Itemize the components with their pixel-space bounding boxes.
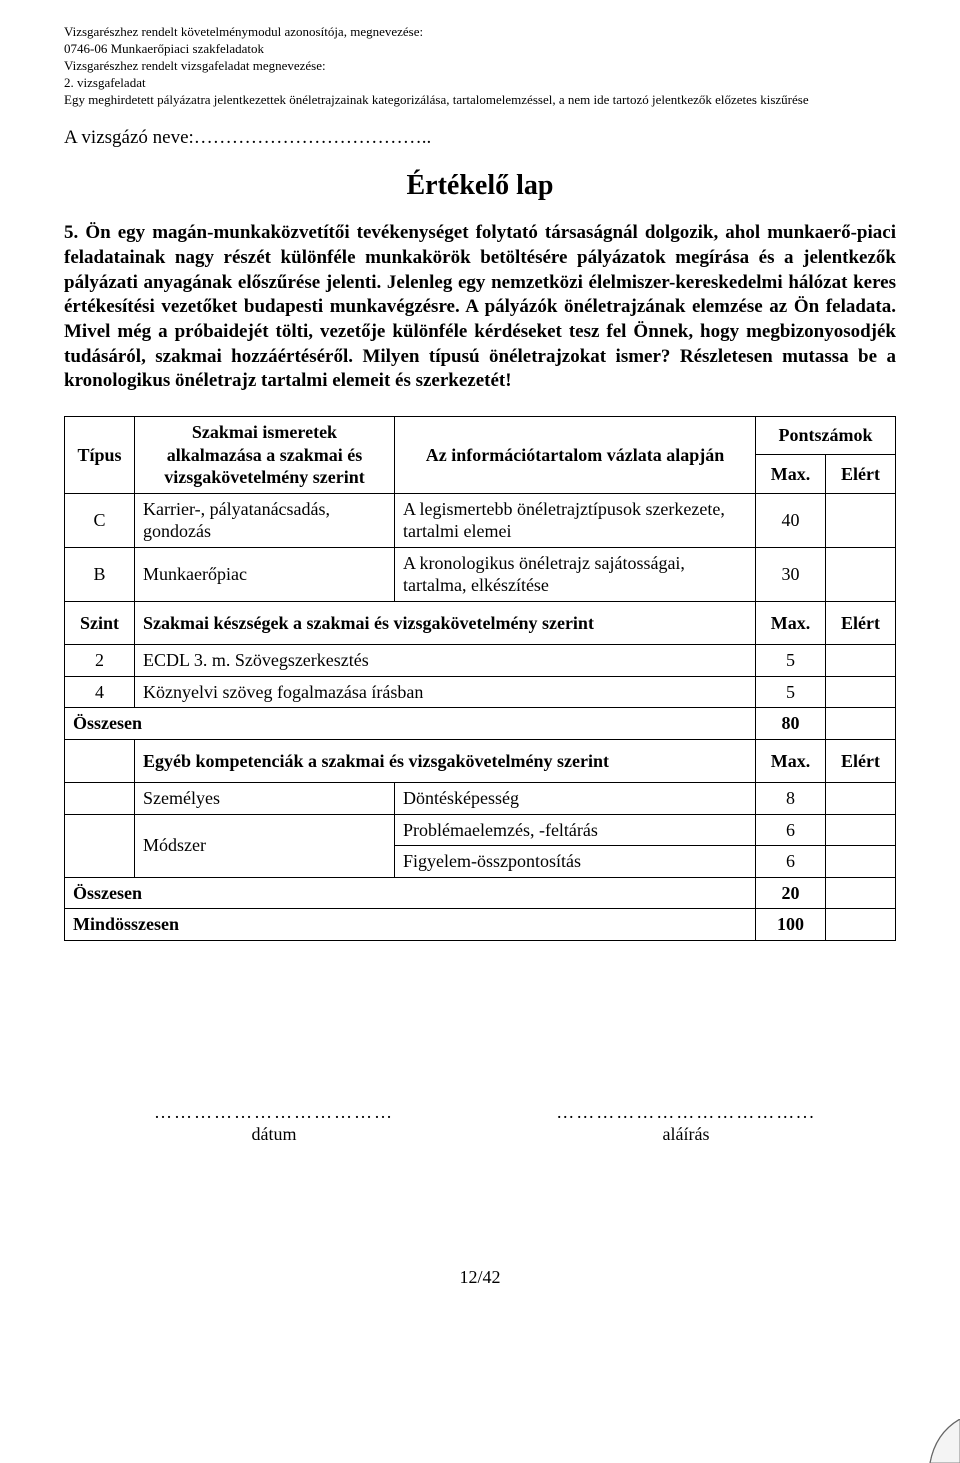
cell-max: 40 [756,493,826,547]
cell-competence: Figyelem-összpontosítás [395,846,756,878]
cell-knowledge: Munkaerőpiac [135,547,395,601]
header-line: Vizsgarészhez rendelt követelménymodul a… [64,24,896,41]
cell-skill: Köznyelvi szöveg fogalmazása írásban [135,676,756,708]
cell-competence: Döntésképesség [395,783,756,815]
grandtotal-label: Mindösszesen [65,909,756,941]
table-row: B Munkaerőpiac A kronologikus önéletrajz… [65,547,896,601]
col-level-header: Szint [65,601,135,645]
cell-competence: Problémaelemzés, -feltárás [395,814,756,846]
table-row: 4 Köznyelvi szöveg fogalmazása írásban 5 [65,676,896,708]
date-label: dátum [144,1123,404,1146]
cell-info: A kronologikus önéletrajz sajátosságai, … [395,547,756,601]
cell-got [826,814,896,846]
col-got-header: Elért [826,739,896,783]
cell-max: 6 [756,846,826,878]
cell-max: 5 [756,676,826,708]
sign-signature-block: ………………………………... aláírás [556,1101,816,1146]
cell-got [826,846,896,878]
table-subtotal-row: Összesen 80 [65,708,896,740]
module-header: Vizsgarészhez rendelt követelménymodul a… [64,24,896,108]
date-dots: ……………………………… [144,1101,404,1124]
subtotal-got [826,708,896,740]
table-row: Személyes Döntésképesség 8 [65,783,896,815]
cell-max: 6 [756,814,826,846]
header-line: 2. vizsgafeladat [64,75,896,92]
cell-info: A legismertebb önéletrajztípusok szerkez… [395,493,756,547]
date-signature-block: ……………………………… dátum [144,1101,404,1146]
table-section-header: Szint Szakmai készségek a szakmai és viz… [65,601,896,645]
cell-level: 4 [65,676,135,708]
subtotal-label: Összesen [65,877,756,909]
grandtotal-got [826,909,896,941]
cell-category: Személyes [135,783,395,815]
cell-category: Módszer [135,814,395,877]
page-curl-icon [916,1419,960,1463]
col-points-header: Pontszámok [756,417,896,455]
cell-blank [65,814,135,846]
task-description: 5. Ön egy magán-munkaközvetítői tevékeny… [64,221,896,394]
subtotal-max: 80 [756,708,826,740]
examinee-name-line: A vizsgázó neve:……………………………….. [64,126,896,150]
subtotal-max: 20 [756,877,826,909]
col-comp-header: Egyéb kompetenciák a szakmai és vizsgakö… [135,739,756,783]
cell-blank [65,846,135,878]
cell-blank [65,783,135,815]
cell-knowledge: Karrier-, pályatanácsadás, gondozás [135,493,395,547]
table-subtotal-row: Összesen 20 [65,877,896,909]
col-knowledge-header: Szakmai ismeretek alkalmazása a szakmai … [135,417,395,494]
table-section-header: Egyéb kompetenciák a szakmai és vizsgakö… [65,739,896,783]
cell-max: 30 [756,547,826,601]
table-row: Módszer Problémaelemzés, -feltárás 6 [65,814,896,846]
cell-got [826,547,896,601]
header-line: Egy meghirdetett pályázatra jelentkezett… [64,92,896,109]
col-type-header: Típus [65,417,135,494]
cell-got [826,645,896,677]
grandtotal-max: 100 [756,909,826,941]
col-info-header: Az információtartalom vázlata alapján [395,417,756,494]
signature-row: ……………………………… dátum ………………………………... aláír… [64,1101,896,1146]
header-line: Vizsgarészhez rendelt vizsgafeladat megn… [64,58,896,75]
sign-label: aláírás [556,1123,816,1146]
header-line: 0746-06 Munkaerőpiaci szakfeladatok [64,41,896,58]
cell-level: 2 [65,645,135,677]
cell-blank [65,739,135,783]
page-title: Értékelő lap [64,168,896,203]
table-row: 2 ECDL 3. m. Szövegszerkesztés 5 [65,645,896,677]
table-row: C Karrier-, pályatanácsadás, gondozás A … [65,493,896,547]
cell-got [826,493,896,547]
cell-type: B [65,547,135,601]
col-got-header: Elért [826,601,896,645]
page-number: 12/42 [64,1266,896,1289]
cell-max: 8 [756,783,826,815]
col-skill-header: Szakmai készségek a szakmai és vizsgaköv… [135,601,756,645]
col-max-header: Max. [756,739,826,783]
cell-max: 5 [756,645,826,677]
col-got-header: Elért [826,455,896,493]
evaluation-table: Típus Szakmai ismeretek alkalmazása a sz… [64,416,896,941]
cell-type: C [65,493,135,547]
table-grandtotal-row: Mindösszesen 100 [65,909,896,941]
cell-got [826,676,896,708]
table-header-row: Típus Szakmai ismeretek alkalmazása a sz… [65,417,896,455]
sign-dots: ………………………………... [556,1101,816,1124]
subtotal-label: Összesen [65,708,756,740]
col-max-header: Max. [756,601,826,645]
cell-got [826,783,896,815]
col-max-header: Max. [756,455,826,493]
cell-skill: ECDL 3. m. Szövegszerkesztés [135,645,756,677]
subtotal-got [826,877,896,909]
